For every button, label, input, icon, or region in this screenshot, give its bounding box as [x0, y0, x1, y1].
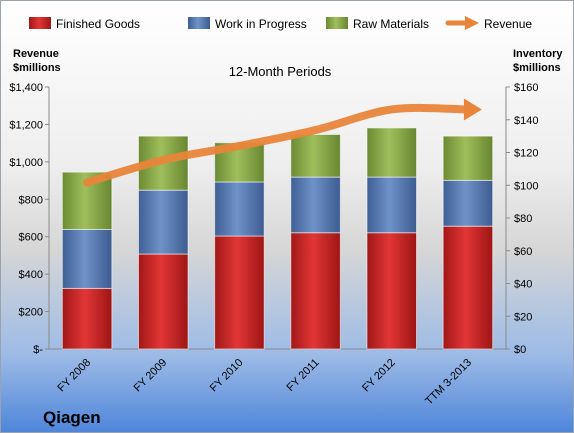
- bar-work-in-progress: [442, 179, 494, 227]
- bar-work-in-progress: [61, 228, 113, 289]
- legend-swatch-work-in-progress: [188, 17, 210, 29]
- bar-finished-goods: [442, 225, 494, 350]
- legend-label-work-in-progress: Work in Progress: [215, 17, 307, 31]
- x-tick-label: FY 2009: [132, 357, 170, 395]
- revenue-line-group: [83, 98, 482, 187]
- bar-work-in-progress: [214, 181, 265, 237]
- right-tick-label: $100: [514, 180, 538, 192]
- bar-finished-goods: [366, 232, 418, 350]
- revenue-line: [83, 103, 472, 187]
- right-axis-title-line1: Inventory: [513, 48, 563, 60]
- left-tick-label: $1,000: [9, 157, 43, 169]
- x-tick-label: FY 2008: [55, 357, 93, 395]
- right-tick-label: $140: [514, 115, 538, 127]
- bar-work-in-progress: [137, 189, 189, 255]
- bar-finished-goods: [214, 235, 265, 350]
- left-axis-title-line1: Revenue: [13, 48, 59, 60]
- x-tick-label: FY 2012: [360, 357, 398, 395]
- legend-label-finished-goods: Finished Goods: [56, 17, 140, 31]
- legend: Finished Goods Work in Progress Raw Mate…: [29, 16, 532, 31]
- right-tick-label: $120: [514, 148, 538, 160]
- revenue-arrowhead: [463, 98, 482, 121]
- right-tick-label: $160: [514, 82, 538, 94]
- left-tick-label: $800: [19, 194, 43, 206]
- right-tick-label: $20: [514, 311, 532, 323]
- x-axis-labels: FY 2008 FY 2009 FY 2010 FY 2011 FY 2012 TTM 3…: [55, 357, 474, 408]
- bar-work-in-progress: [366, 176, 418, 234]
- right-axis-title-line2: $millions: [513, 62, 561, 74]
- bar-raw-materials: [442, 135, 494, 181]
- left-tick-label: $-: [33, 344, 43, 356]
- x-tick-label: FY 2010: [208, 357, 246, 395]
- right-tick-label: $60: [514, 246, 532, 258]
- bar-finished-goods: [290, 232, 341, 350]
- right-tick-label: $40: [514, 279, 532, 291]
- chart-subtitle: 12-Month Periods: [229, 64, 332, 79]
- left-tick-label: $1,200: [9, 119, 43, 131]
- bar-finished-goods: [137, 253, 189, 350]
- bar-raw-materials: [61, 171, 113, 230]
- bar-work-in-progress: [290, 176, 341, 234]
- left-tick-label: $400: [19, 269, 43, 281]
- legend-swatch-raw-materials: [326, 17, 348, 29]
- x-tick-label: FY 2011: [285, 357, 322, 394]
- legend-swatch-finished-goods: [29, 17, 51, 29]
- bar-raw-materials: [290, 133, 341, 178]
- legend-label-raw-materials: Raw Materials: [353, 17, 429, 31]
- left-axis-ticks: $- $200 $400 $600 $800 $1,000 $1,200 $1,400: [9, 82, 49, 356]
- right-tick-label: $80: [514, 213, 532, 225]
- left-tick-label: $1,400: [9, 82, 43, 94]
- company-name: Qiagen: [43, 408, 101, 427]
- right-axis-ticks: $0 $20 $40 $60 $80 $100 $120 $140 $160: [506, 82, 538, 356]
- left-tick-label: $200: [19, 307, 43, 319]
- x-tick-label: TTM 3-2013: [423, 357, 474, 408]
- right-tick-label: $0: [514, 344, 526, 356]
- left-axis-title-line2: $millions: [13, 62, 61, 74]
- bar-stacks: [61, 127, 494, 350]
- legend-label-revenue: Revenue: [484, 17, 532, 31]
- bar-raw-materials: [366, 127, 418, 178]
- legend-swatch-revenue: [445, 16, 479, 30]
- bar-finished-goods: [61, 287, 113, 350]
- left-tick-label: $600: [19, 232, 43, 244]
